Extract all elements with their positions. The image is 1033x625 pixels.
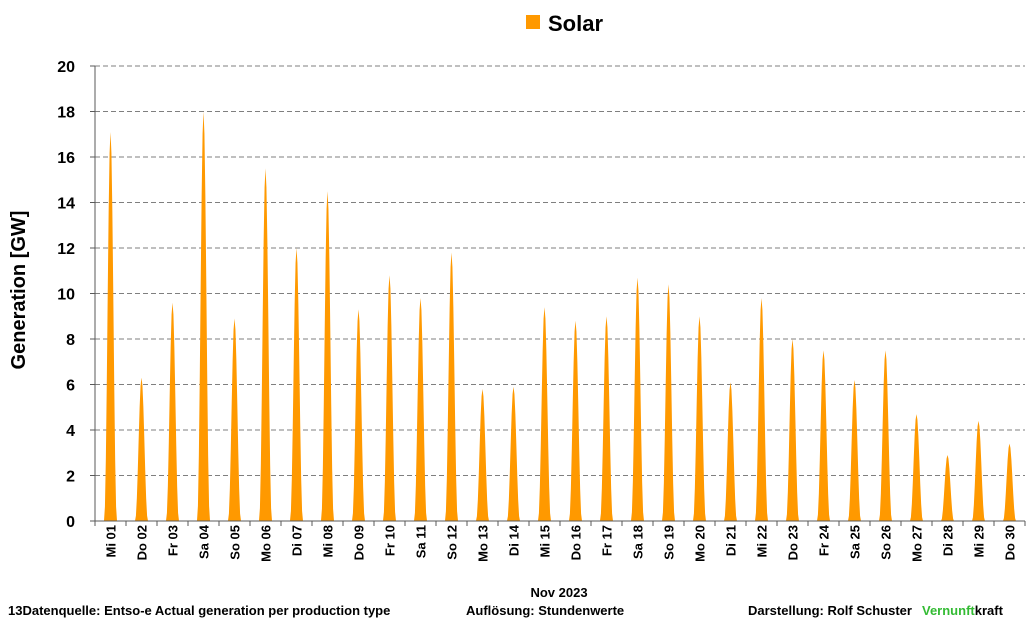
y-tick-label: 8 bbox=[66, 332, 75, 349]
solar-day-peak bbox=[289, 248, 304, 521]
y-tick-label: 12 bbox=[57, 241, 75, 258]
solar-day-peak bbox=[785, 339, 800, 521]
y-tick-label: 2 bbox=[66, 469, 75, 486]
footer-resolution: Auflösung: Stundenwerte bbox=[466, 603, 624, 618]
x-tick-label: Mo 27 bbox=[910, 525, 925, 562]
x-axis-title: Nov 2023 bbox=[530, 585, 587, 600]
x-tick-label: Do 23 bbox=[786, 525, 801, 560]
x-tick-label: Do 02 bbox=[135, 525, 150, 560]
solar-day-peak bbox=[537, 307, 552, 521]
x-tick-label: Di 28 bbox=[941, 525, 956, 556]
solar-day-peak bbox=[971, 420, 986, 521]
x-tick-label: Do 16 bbox=[569, 525, 584, 560]
x-tick-label: Do 30 bbox=[1003, 525, 1018, 560]
solar-day-peak bbox=[103, 131, 118, 521]
x-tick-label: Sa 18 bbox=[631, 525, 646, 559]
solar-day-peak bbox=[413, 298, 428, 521]
footer-author: Darstellung: Rolf Schuster bbox=[748, 603, 912, 618]
y-tick-label: 0 bbox=[66, 514, 75, 531]
x-tick-label: So 19 bbox=[662, 525, 677, 560]
x-tick-label: So 05 bbox=[228, 525, 243, 560]
footer-source: 13Datenquelle: Entso-e Actual generation… bbox=[8, 603, 390, 618]
solar-day-peak bbox=[878, 350, 893, 521]
solar-day-peak bbox=[258, 168, 273, 521]
x-tick-label: Fr 17 bbox=[600, 525, 615, 556]
y-tick-label: 14 bbox=[57, 196, 75, 213]
solar-day-peak bbox=[351, 309, 366, 521]
y-tick-label: 10 bbox=[57, 287, 75, 304]
x-tick-label: Mi 08 bbox=[321, 525, 336, 558]
x-tick-label: So 12 bbox=[445, 525, 460, 560]
y-tick-label: 18 bbox=[57, 105, 75, 122]
grid-lines: 0 2 4 6 8 10 12 14 16 18 20 bbox=[57, 59, 1025, 531]
x-tick-label: Fr 24 bbox=[817, 524, 832, 556]
solar-day-peak bbox=[165, 302, 180, 521]
solar-day-peak bbox=[382, 275, 397, 521]
x-tick-label: Mo 13 bbox=[476, 525, 491, 562]
solar-day-peak bbox=[134, 377, 149, 521]
solar-day-peak bbox=[320, 191, 335, 521]
solar-day-peak bbox=[661, 284, 676, 521]
y-tick-label: 6 bbox=[66, 378, 75, 395]
x-tick-label: Mi 15 bbox=[538, 525, 553, 558]
x-tick-label: Sa 04 bbox=[197, 524, 212, 559]
solar-day-peak bbox=[630, 277, 645, 521]
solar-day-peak bbox=[847, 379, 862, 521]
solar-day-peak bbox=[1002, 443, 1017, 521]
x-tick-label: Fr 03 bbox=[166, 525, 181, 556]
x-tick-label: Di 07 bbox=[290, 525, 305, 556]
y-axis-title: Generation [GW] bbox=[8, 211, 30, 370]
legend-swatch-solar bbox=[526, 15, 540, 29]
solar-day-peak bbox=[754, 298, 769, 521]
solar-day-peak bbox=[723, 382, 738, 521]
solar-day-peak bbox=[227, 318, 242, 521]
x-tick-label: Mi 29 bbox=[972, 525, 987, 558]
x-tick-label: Fr 10 bbox=[383, 525, 398, 556]
solar-day-peak bbox=[599, 316, 614, 521]
footer-brand: Vernunftkraft bbox=[922, 603, 1004, 618]
x-tick-label: Di 14 bbox=[507, 524, 522, 556]
y-tick-label: 20 bbox=[57, 59, 75, 76]
y-tick-label: 16 bbox=[57, 150, 75, 167]
x-tick-label: Mo 06 bbox=[259, 525, 274, 562]
solar-day-peak bbox=[940, 455, 955, 521]
x-tick-label: Mo 20 bbox=[693, 525, 708, 562]
x-tick-label: Mi 22 bbox=[755, 525, 770, 558]
x-tick-label: Sa 11 bbox=[414, 525, 429, 558]
x-tick-label: Di 21 bbox=[724, 525, 739, 556]
legend-label-solar: Solar bbox=[548, 11, 603, 36]
x-tick-label: Mi 01 bbox=[104, 525, 119, 558]
series-solar bbox=[103, 111, 1017, 522]
brand-green-part: Vernunft bbox=[922, 603, 975, 618]
solar-day-peak bbox=[816, 350, 831, 521]
x-tick-label: So 26 bbox=[879, 525, 894, 560]
solar-day-peak bbox=[506, 386, 521, 521]
solar-day-peak bbox=[196, 111, 211, 521]
solar-day-peak bbox=[692, 316, 707, 521]
x-tick-label: Do 09 bbox=[352, 525, 367, 560]
solar-day-peak bbox=[909, 414, 924, 521]
x-tick-label: Sa 25 bbox=[848, 525, 863, 559]
solar-day-peak bbox=[568, 320, 583, 521]
axes: Mi 01 Do 02 Fr 03 Sa 04 So 05 Mo 06 Di 07 Mi 08… bbox=[94, 66, 1026, 562]
solar-day-peak bbox=[475, 389, 490, 521]
solar-day-peak bbox=[444, 252, 459, 522]
brand-black-part: kraft bbox=[975, 603, 1004, 618]
y-tick-label: 4 bbox=[66, 423, 75, 440]
